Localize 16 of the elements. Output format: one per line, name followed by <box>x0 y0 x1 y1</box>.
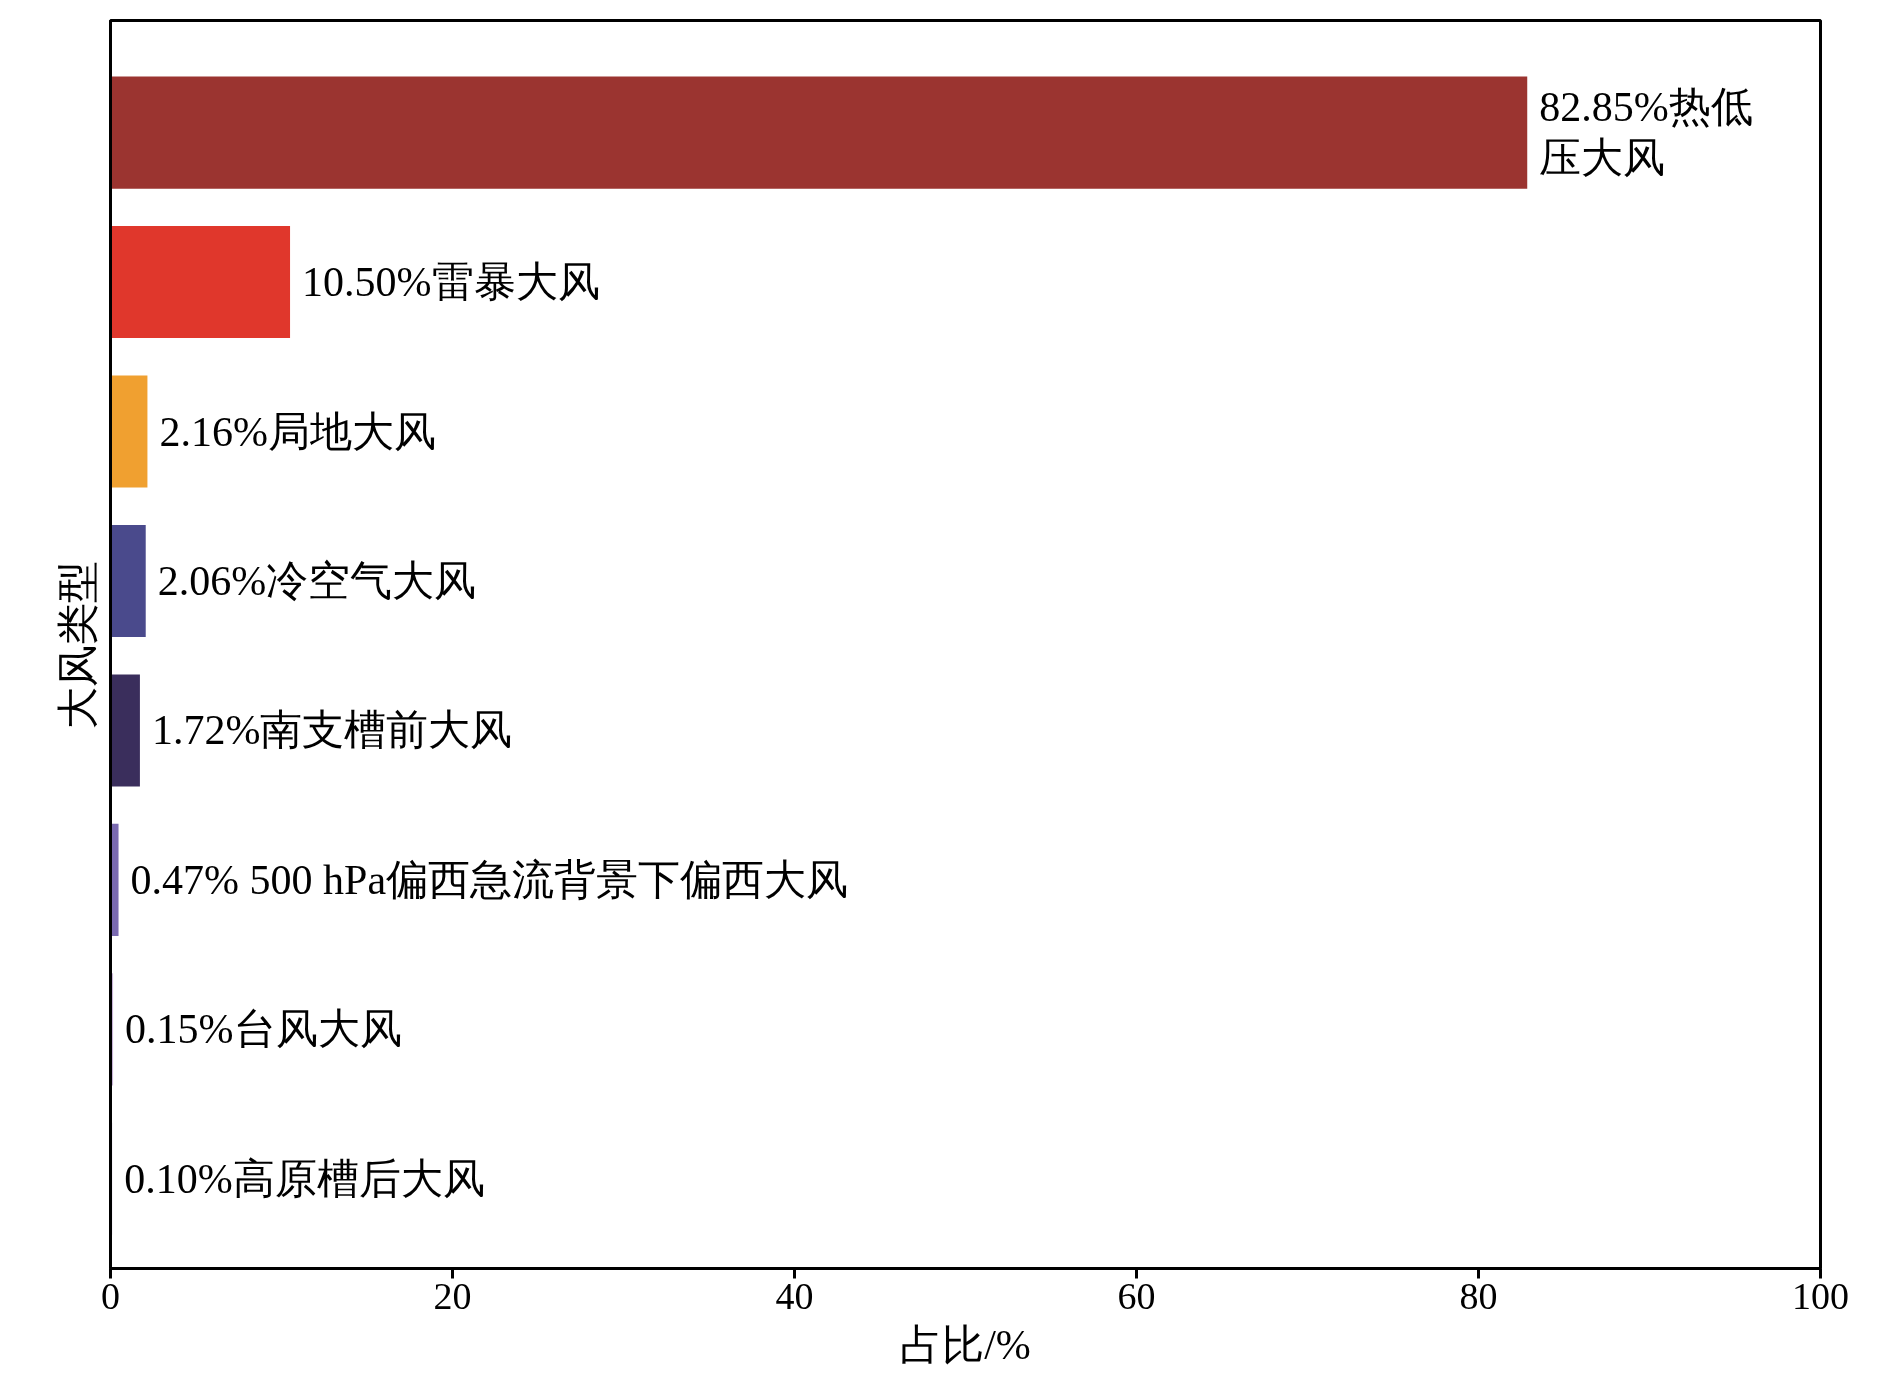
data-label: 0.47% 500 hPa偏西急流背景下偏西大风 <box>130 856 849 903</box>
x-tick-label: 80 <box>1459 1274 1498 1317</box>
data-label: 0.10%高原槽后大风 <box>124 1155 485 1202</box>
x-tick-label: 0 <box>101 1274 120 1317</box>
x-tick-label: 60 <box>1117 1274 1156 1317</box>
x-tick-label: 40 <box>775 1274 814 1317</box>
data-label: 1.72%南支槽前大风 <box>151 707 513 754</box>
x-tick-label: 100 <box>1792 1274 1849 1317</box>
data-label: 82.85%热低压大风 <box>1539 84 1753 181</box>
y-axis-title: 大风类型 <box>54 560 101 729</box>
x-axis-title: 占比/% <box>900 1321 1031 1368</box>
data-label: 2.16%局地大风 <box>159 408 436 455</box>
data-label: 0.15%台风大风 <box>125 1006 402 1053</box>
data-label: 2.06%冷空气大风 <box>157 557 477 604</box>
x-tick-label: 20 <box>433 1274 472 1317</box>
data-label: 10.50%雷暴大风 <box>302 259 600 306</box>
